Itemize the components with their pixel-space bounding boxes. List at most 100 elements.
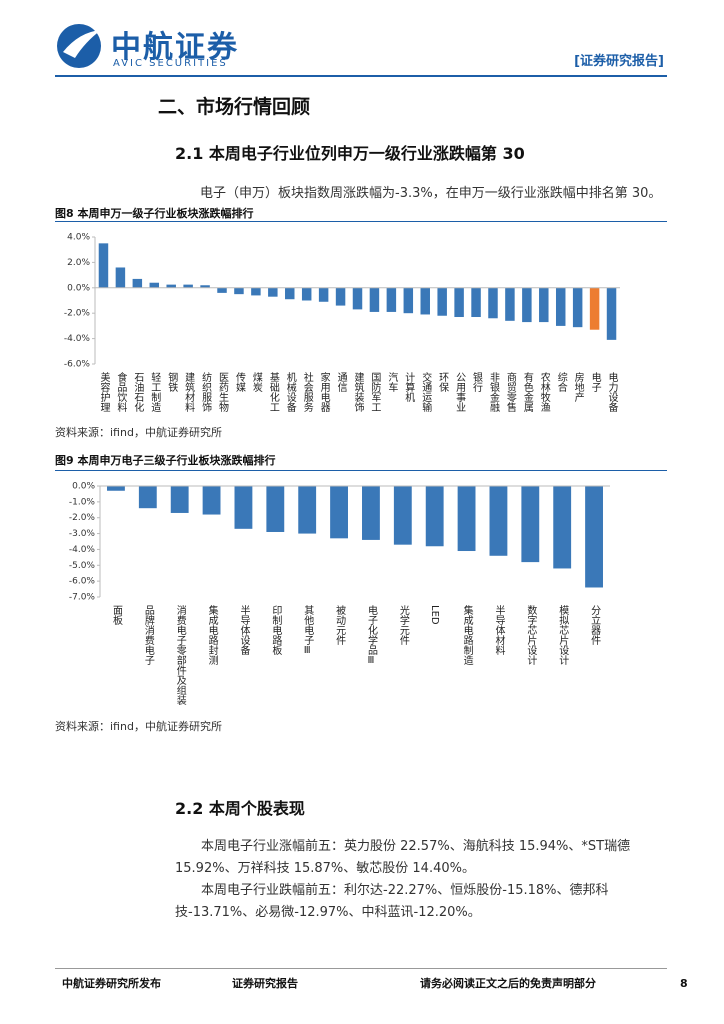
report-tag: [证券研究报告] [574,54,664,69]
y-tick-label: -6.0% [69,577,96,587]
paragraph: 本周电子行业跌幅前五：利尔达-22.27%、恒烁股份-15.18%、德邦科技-1… [175,883,609,920]
bar [202,486,221,515]
x-tick-label: 石油石化 [132,372,144,412]
x-tick-label: 纺织服饰 [200,371,212,413]
bar [420,287,430,315]
figure-caption: 图9 本周申万电子三级子行业板块涨跌幅排行 [55,454,276,467]
bar [166,284,176,288]
x-tick-label: 医药生物 [217,372,229,413]
bar [553,486,572,569]
x-tick-label: 被动元件 [334,604,346,646]
bar [522,287,532,323]
x-tick-label: 钢铁 [166,371,178,393]
y-tick-label: -7.0% [69,593,96,603]
bar [393,486,412,545]
bar [585,486,603,588]
y-tick-label: -4.0% [64,334,91,344]
x-tick-label: 煤炭 [250,371,262,393]
page-number: 8 [680,977,688,990]
bar [471,287,481,318]
bar [505,287,515,321]
logo-en: AVIC SECURITIES [113,58,228,69]
caption-rule [55,221,667,222]
bar [335,287,346,306]
bar [234,486,253,529]
x-tick-label: 面板 [110,605,122,626]
bar [149,282,160,288]
x-tick-label: 消费电子零部件及组装 [174,604,186,706]
bar [454,287,464,318]
y-tick-label: -1.0% [69,497,96,507]
paragraph: 本周电子行业涨幅前五：英力股份 22.57%、海航科技 15.94%、*ST瑞德… [175,839,631,876]
footer-text: 中航证券研究所发布 [62,977,161,990]
bar [457,486,476,552]
x-tick-label: 通信 [335,372,347,393]
x-tick-label: 半导体设备 [238,604,250,656]
bar [369,287,380,312]
x-tick-label: 美容护理 [98,371,110,412]
x-tick-label: 环保 [437,372,449,393]
x-tick-label: 机械设备 [284,371,296,413]
bar [589,287,600,330]
x-tick-label: 有色金属 [521,371,533,413]
x-tick-label: 集成电路制造 [461,604,473,665]
bar [217,287,227,293]
y-tick-label: -2.0% [64,309,91,319]
chart: 0.0% -1.0% -2.0% -3.0% -4.0% -5.0% -6.0% -7.0% 面… [69,482,610,706]
x-tick-label: 数字芯片设计 [525,604,537,666]
x-tick-label: 交通运输 [420,371,432,413]
bar [170,486,189,513]
logo-cn: 中航证券 [111,30,239,65]
subsection-title: 2.1 本周电子行业位列申万一级行业涨跌幅第 30 [175,144,525,163]
y-tick-label: -3.0% [69,529,96,539]
x-tick-label: 品牌消费电子 [142,605,154,665]
footer-rule [55,968,667,969]
logo-icon [57,24,101,68]
bar [115,267,126,288]
x-tick-label: 计算机 [403,371,415,403]
y-tick-label: 2.0% [67,258,90,268]
bar [268,287,278,297]
bar [362,486,380,540]
bar [489,486,508,556]
bar [98,243,109,288]
bar [437,287,447,316]
y-tick-label: -4.0% [69,545,96,555]
y-tick-label: -6.0% [64,360,91,370]
bar [352,287,363,310]
bar [132,278,143,288]
bar [183,284,193,288]
x-tick-label: 集成电路封测 [206,604,218,666]
bar [330,486,348,539]
x-tick-label: 农林牧渔 [538,371,550,413]
y-tick-label: -5.0% [69,561,96,571]
header-rule [55,75,667,77]
x-tick-label: 传媒 [233,372,245,393]
section-title: 二、市场行情回顾 [158,96,311,118]
bar [555,287,566,326]
bar [301,287,312,301]
x-tick-label: 轻工制造 [149,371,161,412]
x-tick-label: 电子化学品Ⅲ [365,604,377,666]
bar [425,486,444,547]
bar [138,486,157,509]
paragraph: 电子（申万）板块指数周涨跌幅为-3.3%，在申万一级行业涨跌幅中排名第 30。 [200,186,662,201]
x-tick-label: 汽车 [386,371,398,393]
x-tick-label: 非银金融 [487,372,499,413]
bar [107,486,125,491]
x-tick-label: 半导体材料 [493,604,505,656]
x-tick-label: 银行 [471,371,483,393]
bar [521,486,540,563]
bar [403,287,414,314]
caption-rule [55,470,667,471]
x-tick-label: 模拟芯片设计 [557,605,569,666]
y-tick-label: 4.0% [67,233,90,243]
figure-caption: 图8 本周申万一级子行业板块涨跌幅排行 [55,207,254,220]
source: 资料来源：ifind，中航证券研究所 [55,720,222,733]
x-tick-label: 建筑材料 [183,371,195,413]
x-tick-label: 食品饮料 [115,371,127,413]
bar [234,287,244,295]
y-tick-label: -2.0% [69,513,96,523]
bar [285,287,295,300]
y-tick-label: 0.0% [72,482,95,492]
